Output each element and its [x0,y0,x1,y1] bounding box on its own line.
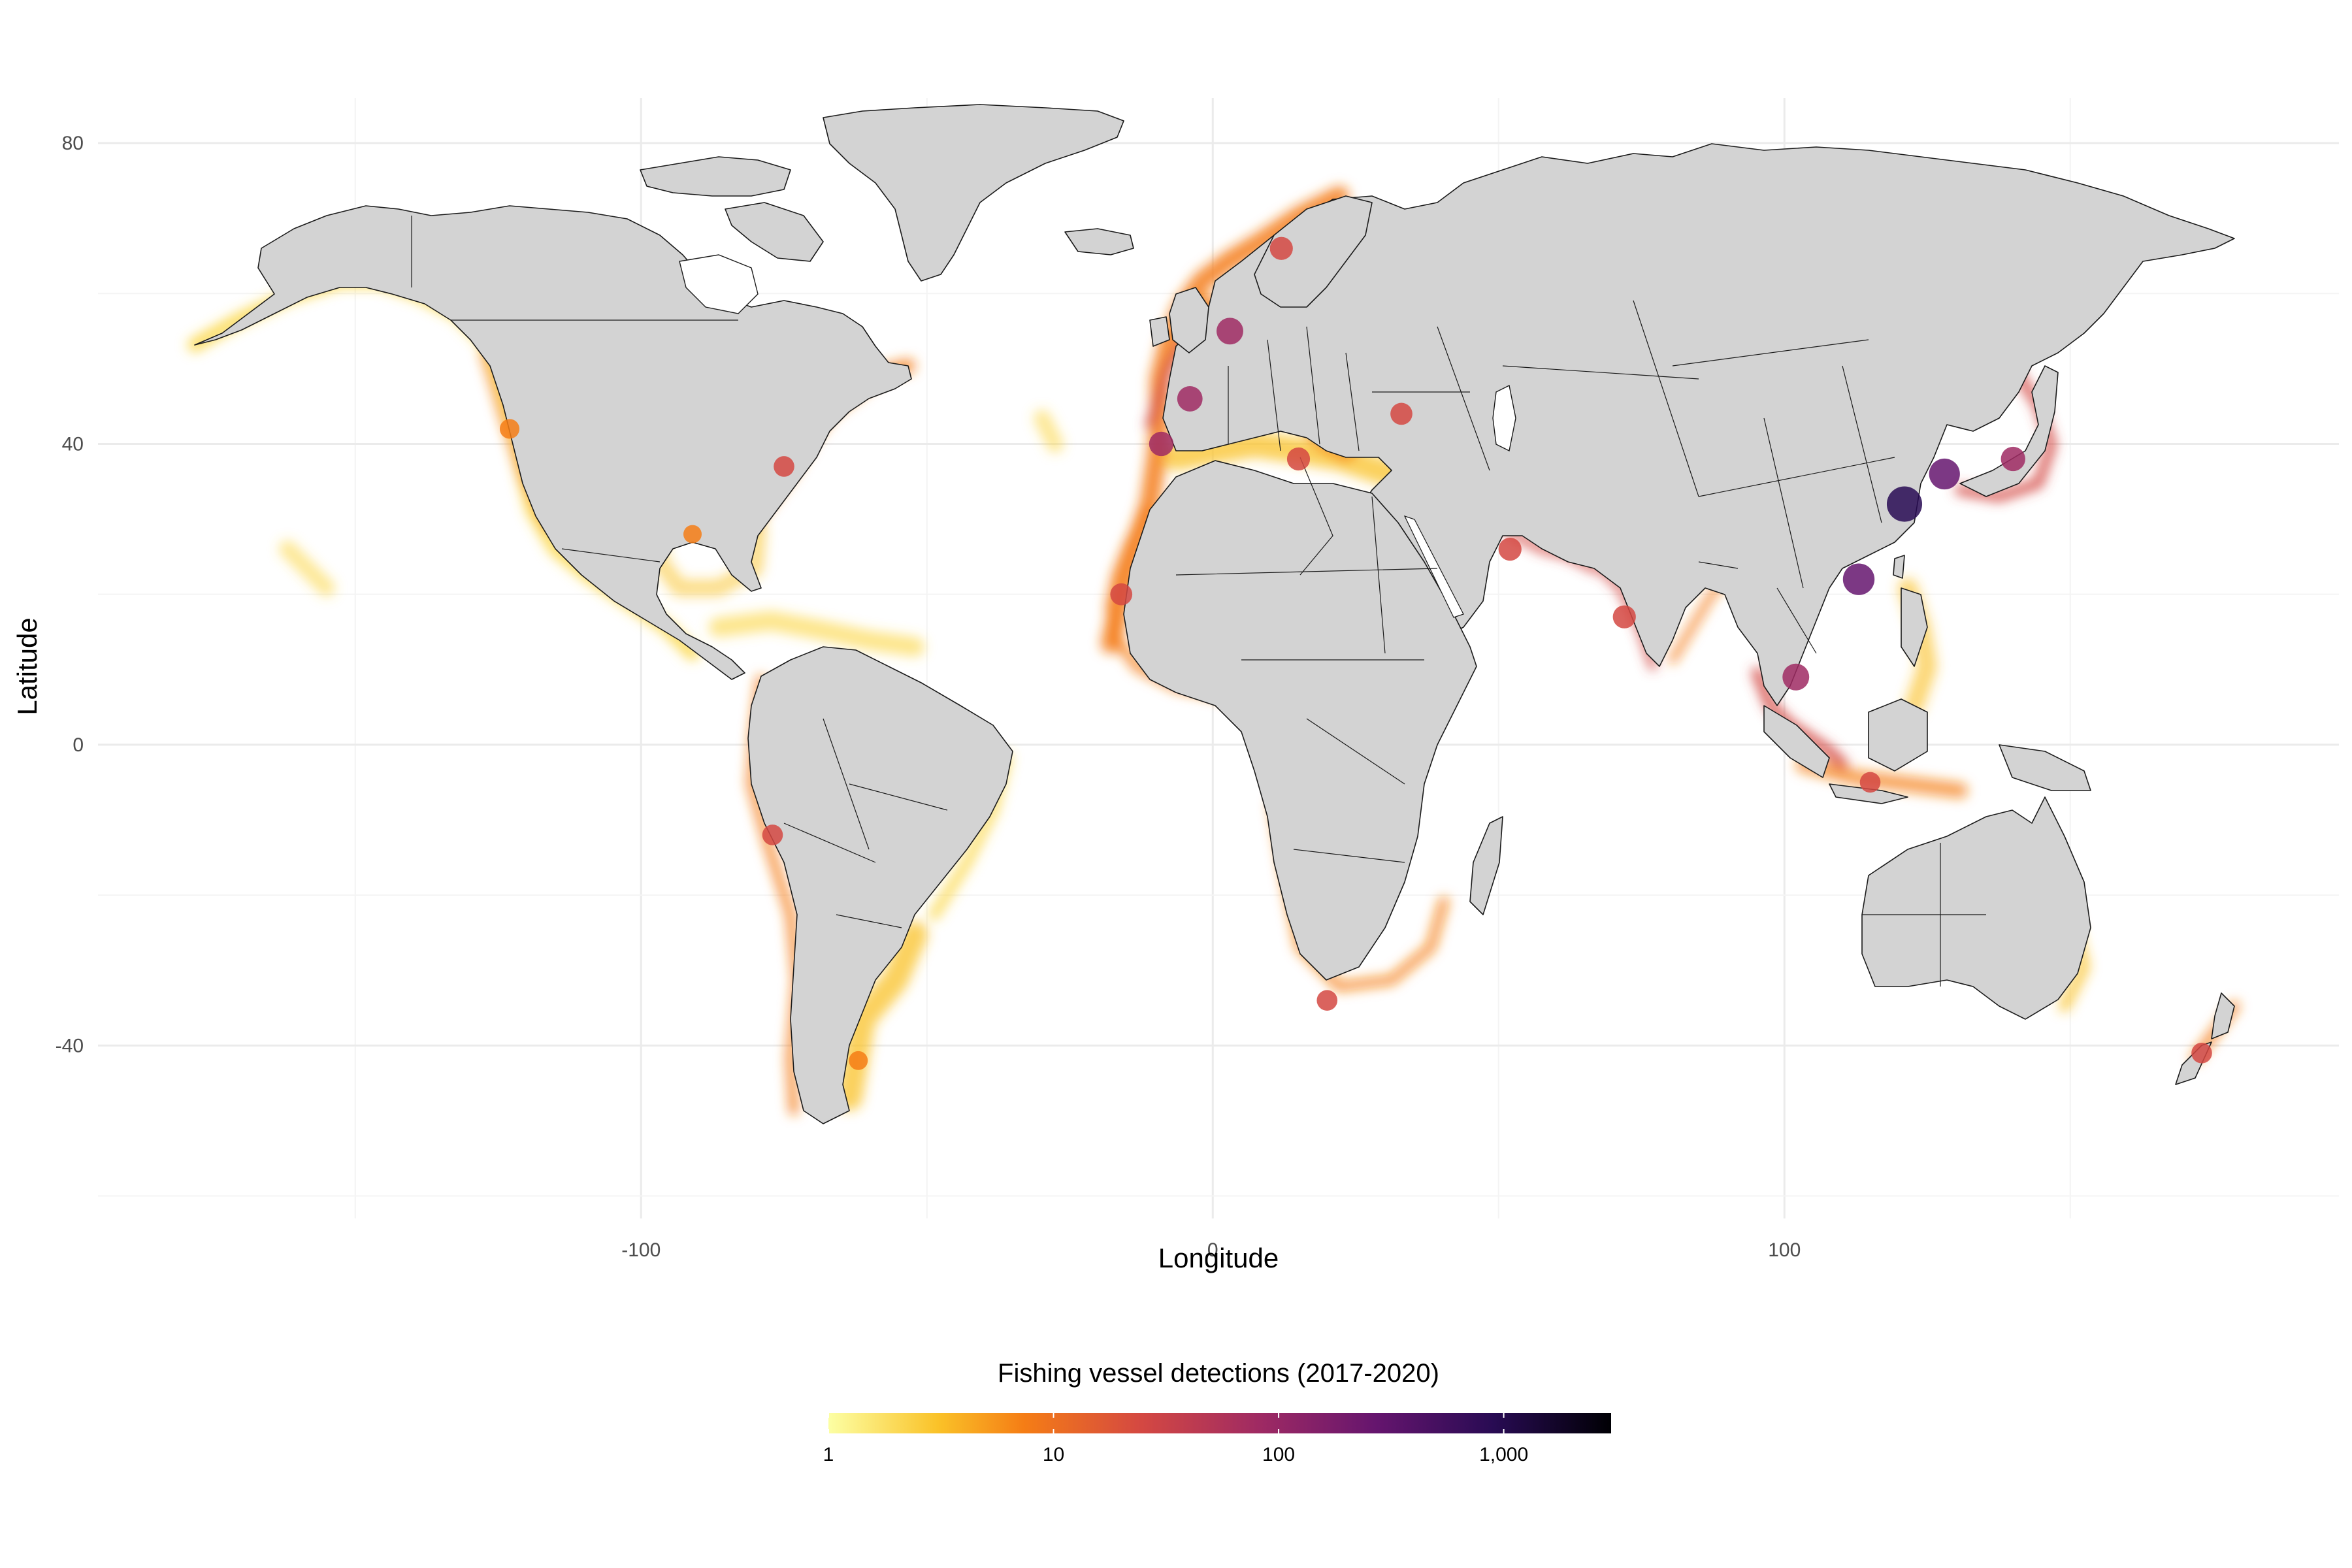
colorbar-tick-label: 100 [1262,1444,1295,1465]
y-tick-label: 0 [73,734,84,756]
hotspot-marker [849,1051,868,1070]
y-tick-label: 80 [62,133,84,154]
land-new-guinea [1999,744,2091,791]
land-madagascar [1469,816,1503,915]
colorbar-tick-label: 1 [823,1444,834,1465]
colorbar [828,1413,1611,1433]
hotspot-marker [1286,447,1311,471]
land-borneo [1868,698,1928,772]
y-axis: 80 40 0 -40 [56,133,84,1056]
country-borders [411,216,1986,987]
land-new-zealand [2211,992,2235,1039]
hotspot-marker [2001,446,2025,472]
hotspot-marker [1316,990,1338,1011]
y-tick-label: -40 [56,1035,84,1056]
land-australia [1861,796,2091,1020]
hotspot-marker [1886,486,1923,522]
y-tick-label: 40 [62,433,84,455]
hotspot-marker [1177,385,1203,412]
land-britain [1169,287,1209,353]
hotspot-marker [1110,583,1133,606]
land-taiwan [1893,555,1905,579]
hotspot-marker [1612,605,1636,629]
land-masses [194,104,2235,1124]
colorbar-ticks: 1 10 100 1,000 [823,1413,1528,1465]
hotspot-marker [499,419,520,439]
legend-title: Fishing vessel detections (2017-2020) [998,1359,1439,1388]
hotspot-marker [1149,431,1174,457]
hotspot-marker [1217,318,1243,345]
land-baffin [725,202,824,262]
hotspot-marker [1842,563,1875,595]
hotspot-marker [683,525,702,544]
land-ireland [1149,316,1170,347]
hotspot-marker [1929,458,1960,490]
x-tick-label: 100 [1768,1239,1801,1261]
hotspot-marker [1782,663,1810,691]
land-iceland [1064,228,1134,255]
hotspot-marker [1498,537,1522,561]
hotspot-markers [499,237,2212,1070]
red-sea [1403,515,1464,618]
colorbar-tick-label: 1,000 [1479,1444,1528,1465]
land-africa [1123,460,1477,981]
colorbar-tick-label: 10 [1043,1444,1064,1465]
hotspot-marker [2191,1042,2212,1064]
land-scandinavia [1254,195,1373,308]
x-axis: -100 0 100 [621,1239,1801,1261]
land-arctic-islands [640,156,791,197]
land-greenland [823,104,1124,282]
caspian-sea [1492,384,1516,452]
land-south-america [747,646,1013,1124]
land-north-america [194,205,912,680]
hotspot-marker [762,825,783,845]
hotspot-marker [1859,772,1881,793]
x-tick-label: 0 [1207,1239,1218,1261]
hotspot-marker [774,456,794,477]
land-sumatra [1763,705,1830,778]
hudson-bay [679,254,759,314]
hotspot-marker [1390,402,1413,425]
y-axis-title: Latitude [12,617,42,715]
x-tick-label: -100 [621,1239,661,1261]
land-philippines [1901,587,1928,667]
x-axis-title: Longitude [1158,1243,1279,1273]
hotspot-marker [1269,237,1293,260]
